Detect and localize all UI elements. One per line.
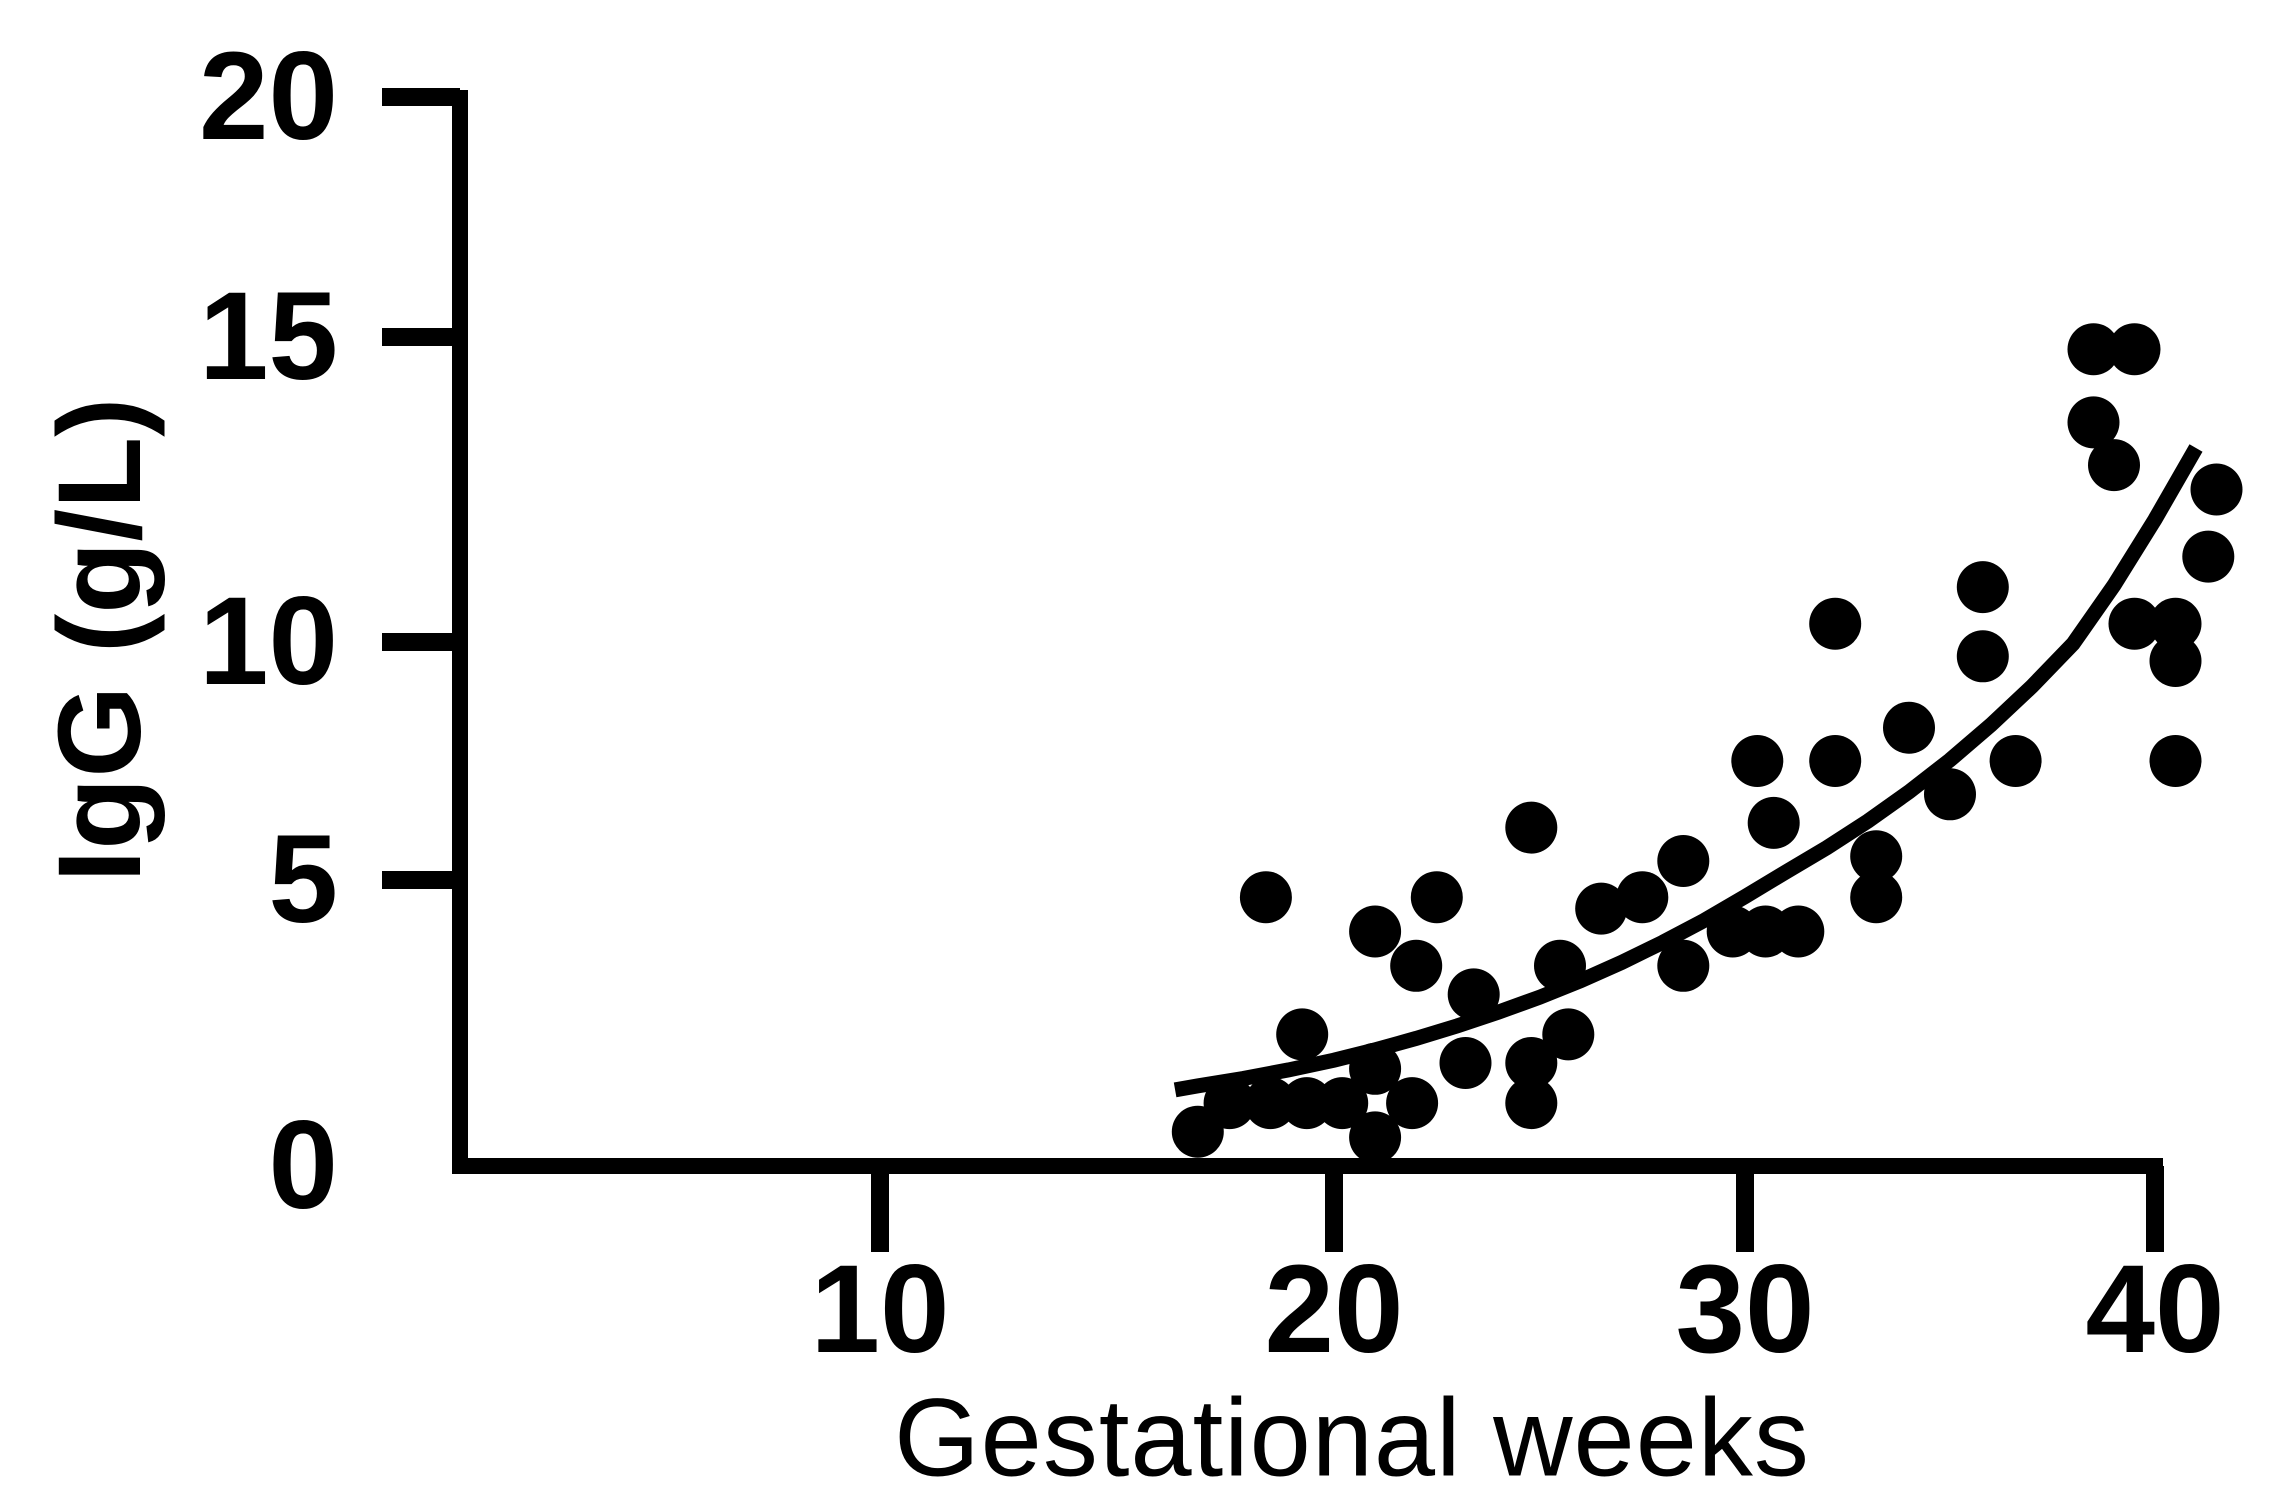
data-point xyxy=(1542,1008,1595,1061)
axis-lines xyxy=(452,90,2163,1174)
data-point xyxy=(1956,630,2009,683)
data-point xyxy=(2088,439,2140,492)
data-point xyxy=(1439,1037,1492,1089)
data-point xyxy=(1239,871,1292,924)
data-point xyxy=(2149,597,2202,650)
data-point xyxy=(1410,871,1463,924)
data-point xyxy=(1809,735,1862,787)
y-tick-label: 10 xyxy=(199,572,338,711)
data-point xyxy=(1657,939,1710,992)
y-axis-title: IgG (g/L) xyxy=(34,397,166,883)
data-point xyxy=(1349,1042,1402,1095)
x-tick-label: 30 xyxy=(1675,1240,1814,1379)
x-axis-title: Gestational weeks xyxy=(894,1376,1810,1500)
data-point xyxy=(1203,1077,1256,1130)
tick-marks xyxy=(382,88,2164,1252)
data-point xyxy=(1850,830,1903,883)
data-point xyxy=(1505,1077,1558,1130)
data-point xyxy=(1505,801,1558,854)
data-point xyxy=(1534,939,1586,992)
data-point xyxy=(1276,1008,1329,1061)
data-point xyxy=(1616,871,1669,924)
data-point xyxy=(1349,1111,1402,1164)
data-point xyxy=(1505,1037,1558,1089)
y-tick-label: 0 xyxy=(268,1096,338,1235)
data-point xyxy=(1316,1077,1369,1130)
data-point xyxy=(1349,905,1402,958)
y-tick-label: 15 xyxy=(199,267,338,406)
data-point xyxy=(2182,530,2235,583)
data-point xyxy=(2067,396,2120,449)
tick-labels: 0 5 10 15 20 10 20 30 40 xyxy=(199,27,2225,1379)
data-point xyxy=(1883,701,1935,754)
x-tick-label: 40 xyxy=(2085,1240,2224,1379)
data-point xyxy=(1731,735,1784,787)
data-point xyxy=(1989,735,2042,787)
data-point xyxy=(1386,1077,1439,1130)
axes xyxy=(452,90,2163,1174)
data-point xyxy=(2108,597,2161,650)
data-point xyxy=(1747,796,1800,849)
data-point xyxy=(1575,882,1628,935)
data-point xyxy=(1390,939,1443,992)
data-point xyxy=(1956,561,2009,614)
data-point xyxy=(1850,871,1903,924)
trend-curve xyxy=(1173,444,2203,1098)
x-tick-label: 20 xyxy=(1264,1240,1403,1379)
data-point xyxy=(2149,735,2202,787)
data-point xyxy=(1447,968,1500,1021)
data-point xyxy=(2190,463,2243,516)
data-points xyxy=(1171,323,2243,1164)
data-point xyxy=(1924,768,1976,821)
trend-curve-path xyxy=(1173,444,2203,1098)
data-point xyxy=(1809,597,1862,650)
data-point xyxy=(1657,835,1710,887)
data-point xyxy=(2067,323,2120,376)
y-tick-label: 5 xyxy=(268,810,338,949)
data-point xyxy=(1772,905,1825,958)
x-tick-label: 10 xyxy=(810,1240,949,1379)
data-point xyxy=(2108,323,2161,376)
data-point xyxy=(2149,635,2202,687)
y-tick-label: 20 xyxy=(199,27,338,166)
data-point xyxy=(1244,1077,1297,1130)
